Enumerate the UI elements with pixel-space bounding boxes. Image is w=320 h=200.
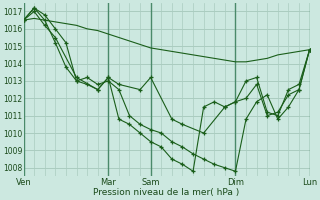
X-axis label: Pression niveau de la mer( hPa ): Pression niveau de la mer( hPa ) xyxy=(93,188,240,197)
